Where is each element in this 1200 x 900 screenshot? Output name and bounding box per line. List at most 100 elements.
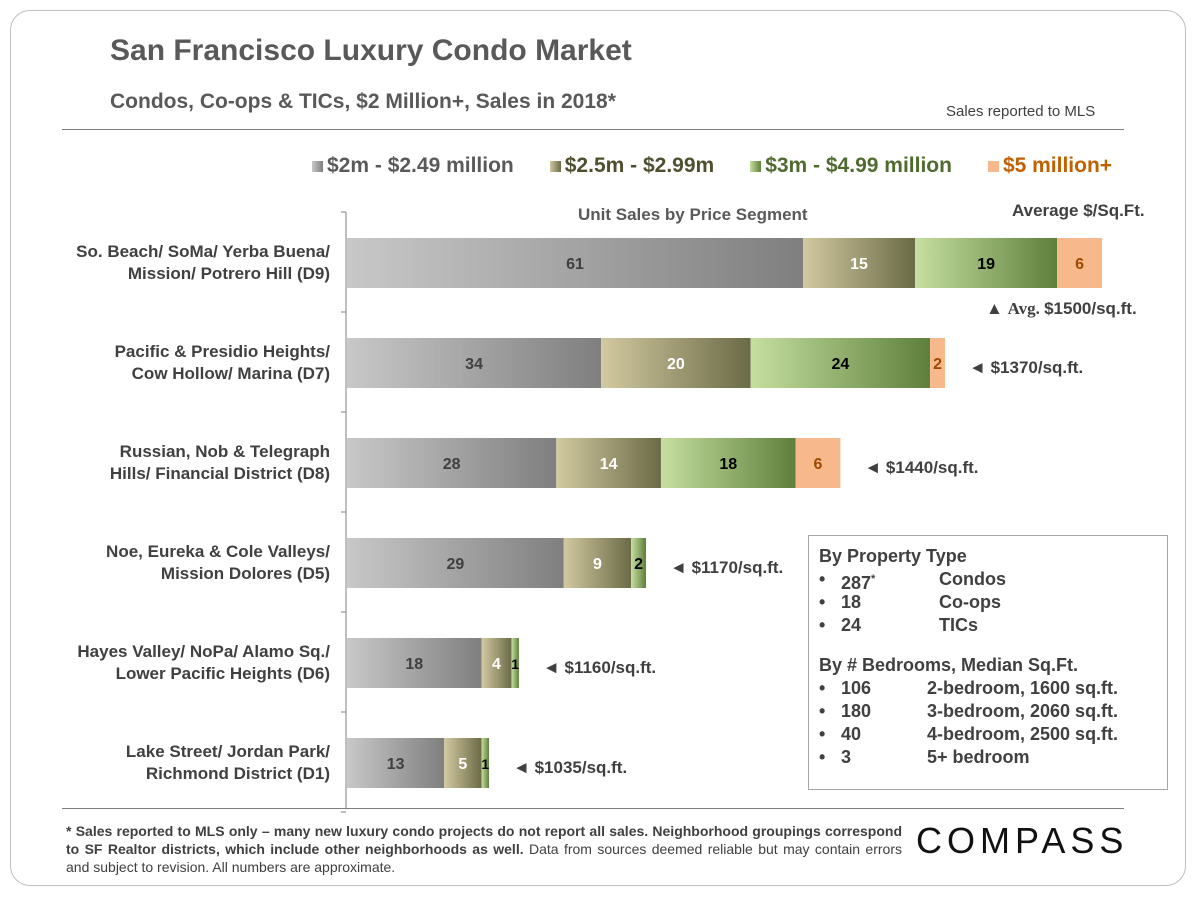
legend-swatch <box>750 160 762 172</box>
avg-price-label: ◄ $1440/sq.ft. <box>864 458 978 478</box>
avg-value: $1170/sq.ft. <box>691 558 784 577</box>
category-label-line: Noe, Eureka & Cole Valleys/ <box>106 542 330 561</box>
avg-price-heading: Average $/Sq.Ft. <box>1012 201 1145 220</box>
footer-divider <box>62 808 1124 809</box>
triangle-left-icon: ◄ <box>670 558 692 577</box>
legend-swatch <box>312 160 323 172</box>
page-title: San Francisco Luxury Condo Market <box>110 34 632 67</box>
chart-legend: $2m - $2.49 million $2.5m - $2.99m $3m -… <box>312 154 1148 178</box>
triangle-up-icon: ▲ <box>986 299 1008 318</box>
bar-segment <box>930 338 946 388</box>
avg-value: $1500/sq.ft. <box>1044 299 1137 318</box>
bar-value-label: 24 <box>831 356 849 373</box>
category-label: Lake Street/ Jordan Park/Richmond Distri… <box>10 741 330 785</box>
footnote-normal: Data from sources deemed reliable but ma… <box>66 841 902 875</box>
bar-value-label: 61 <box>566 256 584 273</box>
bar-segment <box>481 738 490 788</box>
legend-label: $3m - $4.99 million <box>765 154 952 177</box>
bar-value-label: 20 <box>667 356 685 373</box>
bar-value-label: 6 <box>813 456 822 473</box>
property-type-row: • 18 Co-ops <box>819 591 1157 614</box>
row-label: 5+ bedroom <box>927 747 1030 767</box>
legend-label: $2m - $2.49 million <box>327 154 514 177</box>
property-type-row: • 24 TICs <box>819 614 1157 637</box>
legend-swatch <box>549 160 561 172</box>
row-count: 106 <box>841 678 872 698</box>
legend-label: $5 million+ <box>1002 154 1113 177</box>
avg-prefix: Avg. <box>1007 299 1045 318</box>
bar-segment <box>660 438 796 488</box>
row-label: 4-bedroom, 2500 sq.ft. <box>927 724 1119 744</box>
bar-value-label: 1 <box>511 656 519 672</box>
category-label-line: Lake Street/ Jordan Park/ <box>125 742 330 761</box>
footnote: * Sales reported to MLS only – many new … <box>66 822 902 876</box>
property-type-list: • 287* Condos • 18 Co-ops • 24 TICs <box>819 568 1157 637</box>
bullet-icon: • <box>819 701 826 721</box>
row-count: 180 <box>841 701 872 721</box>
footnote-bold: * Sales reported to MLS only – many new … <box>66 823 902 857</box>
bar-segment <box>347 438 557 488</box>
bar-segment <box>915 238 1058 288</box>
row-count: 18 <box>841 592 862 612</box>
category-label-line: Hills/ Financial District (D8) <box>109 464 330 483</box>
header-divider <box>62 129 1124 130</box>
bar-value-label: 29 <box>446 556 464 573</box>
bullet-icon: • <box>819 678 826 698</box>
row-label: Condos <box>939 569 1006 589</box>
legend-item-2.5m-2.99m: $2.5m - $2.99m <box>549 154 714 178</box>
page-subtitle: Condos, Co-ops & TICs, $2 Million+, Sale… <box>110 90 616 113</box>
bullet-icon: • <box>819 592 826 612</box>
legend-item-3m-4.99m: $3m - $4.99 million <box>750 154 952 178</box>
bar-value-label: 18 <box>405 656 423 673</box>
footnote-mark: * <box>871 573 876 585</box>
property-type-row: • 287* Condos <box>819 568 1157 593</box>
avg-value: $1160/sq.ft. <box>564 658 657 677</box>
category-label-line: Hayes Valley/ NoPa/ Alamo Sq./ <box>77 642 330 661</box>
bar-value-label: 18 <box>719 456 737 473</box>
category-label: So. Beach/ SoMa/ Yerba Buena/Mission/ Po… <box>10 241 330 285</box>
bullet-icon: • <box>819 747 826 767</box>
bar-segment <box>563 538 632 588</box>
legend-item-2m-2.49m: $2m - $2.49 million <box>312 154 514 178</box>
bar-segment <box>802 238 916 288</box>
legend-swatch <box>987 160 999 172</box>
row-label: Co-ops <box>939 592 1001 612</box>
bar-value-label: 13 <box>387 756 405 773</box>
bar-value-label: 14 <box>600 456 618 473</box>
bullet-icon: • <box>819 724 826 744</box>
row-count: 24 <box>841 615 862 635</box>
bar-value-label: 19 <box>977 256 995 273</box>
category-label-line: So. Beach/ SoMa/ Yerba Buena/ <box>76 242 330 261</box>
bar-segment <box>347 638 482 688</box>
category-label-line: Lower Pacific Heights (D6) <box>115 664 330 683</box>
bullet-icon: • <box>819 615 826 635</box>
category-label: Pacific & Presidio Heights/Cow Hollow/ M… <box>10 341 330 385</box>
row-label: 2-bedroom, 1600 sq.ft. <box>927 678 1119 698</box>
triangle-left-icon: ◄ <box>969 358 991 377</box>
avg-price-label: ◄ $1170/sq.ft. <box>670 558 783 578</box>
category-label-line: Mission/ Potrero Hill (D9) <box>127 264 330 283</box>
bedroom-row: • 3 5+ bedroom <box>819 746 1157 769</box>
bar-value-label: 1 <box>481 756 489 772</box>
bedroom-list: • 106 2-bedroom, 1600 sq.ft. • 180 3-bedroom,… <box>819 677 1157 769</box>
bar-segment <box>795 438 841 488</box>
bar-segment <box>556 438 661 488</box>
row-count: 40 <box>841 724 862 744</box>
bullet-icon: • <box>819 569 826 589</box>
avg-price-label: ◄ $1160/sq.ft. <box>543 658 656 678</box>
row-count: 287* <box>841 573 876 593</box>
source-note: Sales reported to MLS <box>946 103 1096 120</box>
category-label: Russian, Nob & Telegraph Hills/ Financial… <box>10 441 330 485</box>
bedroom-heading: By # Bedrooms, Median Sq.Ft. <box>819 655 1079 675</box>
category-label-line: Pacific & Presidio Heights/ <box>114 342 330 361</box>
bar-value-label: 28 <box>443 456 461 473</box>
category-label-line: Richmond District (D1) <box>145 764 330 783</box>
bar-segment <box>631 538 647 588</box>
bar-value-label: 5 <box>458 756 467 773</box>
bar-segment <box>347 338 602 388</box>
bar-value-label: 6 <box>1075 256 1084 273</box>
row-count: 3 <box>841 747 852 767</box>
triangle-left-icon: ◄ <box>542 658 565 677</box>
triangle-left-icon: ◄ <box>864 458 886 477</box>
